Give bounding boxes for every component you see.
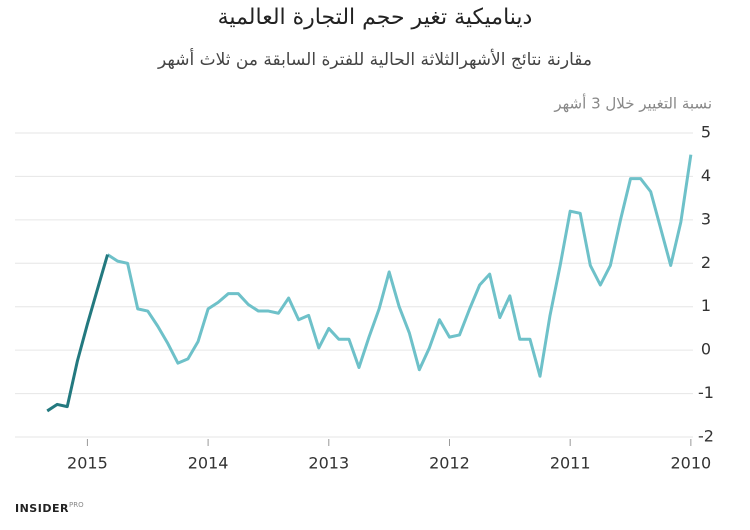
x-tick-label: 2010	[671, 454, 712, 473]
x-tick-label: 2014	[188, 454, 229, 473]
y-tick-label: 2	[701, 253, 711, 272]
x-tick-label: 2013	[308, 454, 349, 473]
x-tick-label: 2012	[429, 454, 470, 473]
y-tick-label: -1	[698, 383, 714, 402]
y-axis-label: نسبة التغيير خلال 3 أشهر	[553, 94, 712, 113]
y-tick-label: 0	[701, 340, 711, 359]
line-series	[46, 254, 110, 413]
x-tick-label: 2011	[550, 454, 591, 473]
y-tick-label: 3	[701, 209, 711, 228]
logo-sup: PRO	[69, 501, 84, 509]
y-tick-label: -2	[698, 427, 714, 446]
line-series	[106, 154, 693, 378]
y-tick-label: 5	[701, 123, 711, 142]
y-tick-label: 4	[701, 166, 711, 185]
chart-subtitle: مقارنة نتائج الأشهرالثلاثة الحالية للفتر…	[157, 48, 592, 70]
chart-title: ديناميكية تغير حجم التجارة العالمية	[218, 5, 533, 30]
x-tick-label: 2015	[67, 454, 108, 473]
y-tick-label: 1	[701, 296, 711, 315]
logo: INSIDER	[15, 502, 69, 515]
